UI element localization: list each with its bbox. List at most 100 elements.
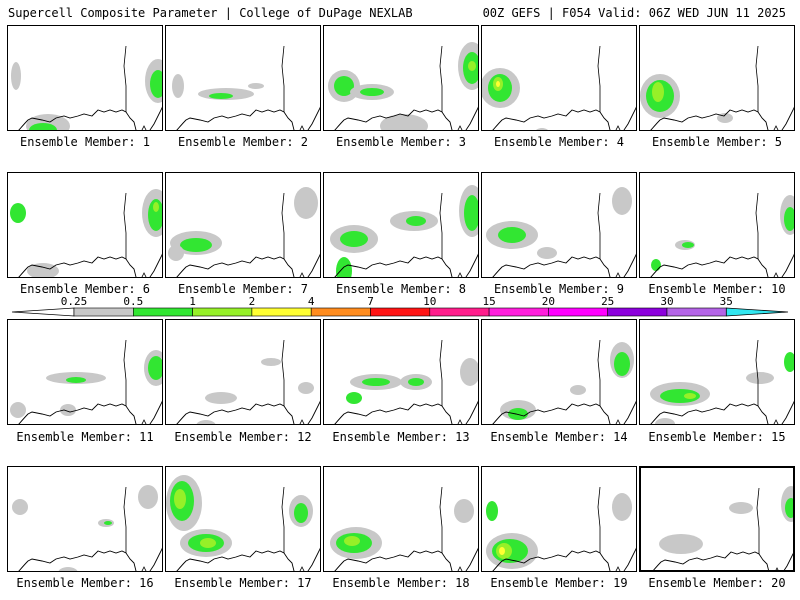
ensemble-panel-20[interactable] xyxy=(639,466,795,572)
scp-contour-2 xyxy=(498,227,526,243)
scp-contour-2 xyxy=(614,352,630,376)
ensemble-panel-14[interactable] xyxy=(481,319,637,425)
lake-okeechobee xyxy=(299,272,305,277)
scp-contour-2 xyxy=(659,534,703,554)
scp-contour-1 xyxy=(205,392,237,404)
lake-okeechobee xyxy=(141,566,147,571)
scp-contour-3 xyxy=(294,187,318,219)
scp-contour-2 xyxy=(209,93,233,99)
scp-map xyxy=(176,339,320,424)
ensemble-panel-17[interactable] xyxy=(165,466,321,572)
lake-okeechobee xyxy=(299,125,305,130)
scp-map xyxy=(650,192,794,277)
colorbar-tick-label: 4 xyxy=(308,295,315,308)
scp-map xyxy=(640,45,794,130)
atlantic-coastline xyxy=(123,339,127,406)
colorbar-low-arrow xyxy=(11,307,75,317)
ensemble-panel-11[interactable] xyxy=(7,319,163,425)
lake-okeechobee xyxy=(773,125,779,130)
coastline xyxy=(18,400,162,424)
atlantic-coastline xyxy=(123,192,127,259)
scp-contour-3 xyxy=(652,82,664,102)
coastline xyxy=(334,547,478,571)
coastline xyxy=(653,551,793,570)
colorbar-bin-4 xyxy=(251,307,312,317)
ensemble-panel-6[interactable] xyxy=(7,172,163,278)
coastline xyxy=(176,547,320,571)
ensemble-panel-12[interactable] xyxy=(165,319,321,425)
scp-contour-6 xyxy=(655,418,675,424)
scp-contour-4 xyxy=(153,202,159,212)
scp-contour-4 xyxy=(682,242,694,248)
coastline xyxy=(650,253,794,277)
scp-contour-2 xyxy=(148,356,162,380)
coastline xyxy=(334,400,478,424)
colorbar-bin-10 xyxy=(607,307,668,317)
ensemble-panel-9[interactable] xyxy=(481,172,637,278)
scp-contour-4 xyxy=(360,88,384,96)
coastline xyxy=(176,106,320,130)
ensemble-panel-19[interactable] xyxy=(481,466,637,572)
ensemble-panel-1[interactable] xyxy=(7,25,163,131)
coastline xyxy=(18,253,162,277)
colorbar-tick-label: 35 xyxy=(720,295,733,308)
ensemble-member-label: Ensemble Member: 3 xyxy=(335,135,467,149)
ensemble-panel-13[interactable] xyxy=(323,319,479,425)
scp-map xyxy=(12,485,162,571)
ensemble-panel-4[interactable] xyxy=(481,25,637,131)
atlantic-coastline xyxy=(756,487,760,554)
colorbar-tick-label: 10 xyxy=(423,295,436,308)
atlantic-coastline xyxy=(755,192,759,259)
atlantic-coastline xyxy=(597,486,601,553)
ensemble-panel-8[interactable] xyxy=(323,172,479,278)
scp-contour-4 xyxy=(196,420,216,424)
coastline xyxy=(650,400,794,424)
scp-contour-3 xyxy=(344,536,360,546)
colorbar-bin-1 xyxy=(73,307,134,317)
lake-okeechobee xyxy=(457,419,463,424)
scp-map xyxy=(10,189,162,277)
ensemble-panel-5[interactable] xyxy=(639,25,795,131)
coastline xyxy=(18,106,162,130)
atlantic-coastline xyxy=(439,192,443,259)
ensemble-panel-3[interactable] xyxy=(323,25,479,131)
scp-contour-6 xyxy=(612,493,632,521)
scp-map xyxy=(328,42,478,130)
scp-map xyxy=(166,475,320,571)
lake-okeechobee xyxy=(457,125,463,130)
ensemble-panel-15[interactable] xyxy=(639,319,795,425)
coastline xyxy=(334,106,478,130)
scp-contour-4 xyxy=(496,81,500,87)
ensemble-member-label: Ensemble Member: 12 xyxy=(174,430,312,444)
scp-map xyxy=(486,187,636,277)
ensemble-panel-2[interactable] xyxy=(165,25,321,131)
scp-map xyxy=(650,339,794,424)
scp-contour-5 xyxy=(729,502,753,514)
ensemble-member-label: Ensemble Member: 1 xyxy=(19,135,151,149)
atlantic-coastline xyxy=(597,339,601,406)
map-title: Supercell Composite Parameter | College … xyxy=(8,6,413,20)
ensemble-member-label: Ensemble Member: 6 xyxy=(19,282,151,296)
ensemble-panel-10[interactable] xyxy=(639,172,795,278)
scp-contour-5 xyxy=(651,259,661,271)
scp-map xyxy=(653,486,793,570)
scp-map xyxy=(10,339,162,424)
colorbar-tick-label: 1 xyxy=(189,295,196,308)
scp-contour-3 xyxy=(172,74,184,98)
scp-contour-6 xyxy=(346,392,362,404)
colorbar-bin-11 xyxy=(666,307,727,317)
scp-contour-5 xyxy=(58,567,78,571)
colorbar-tick-label: 2 xyxy=(249,295,256,308)
lake-okeechobee xyxy=(141,419,147,424)
scp-contour-6 xyxy=(464,195,478,231)
scp-contour-8 xyxy=(468,61,476,71)
atlantic-coastline xyxy=(755,339,759,406)
ensemble-panel-7[interactable] xyxy=(165,172,321,278)
scp-contour-1 xyxy=(11,62,21,90)
ensemble-member-label: Ensemble Member: 7 xyxy=(177,282,309,296)
scp-contour-5 xyxy=(60,404,76,416)
ensemble-panel-18[interactable] xyxy=(323,466,479,572)
scp-contour-5 xyxy=(486,501,498,521)
ensemble-member-label: Ensemble Member: 14 xyxy=(490,430,628,444)
ensemble-panel-16[interactable] xyxy=(7,466,163,572)
